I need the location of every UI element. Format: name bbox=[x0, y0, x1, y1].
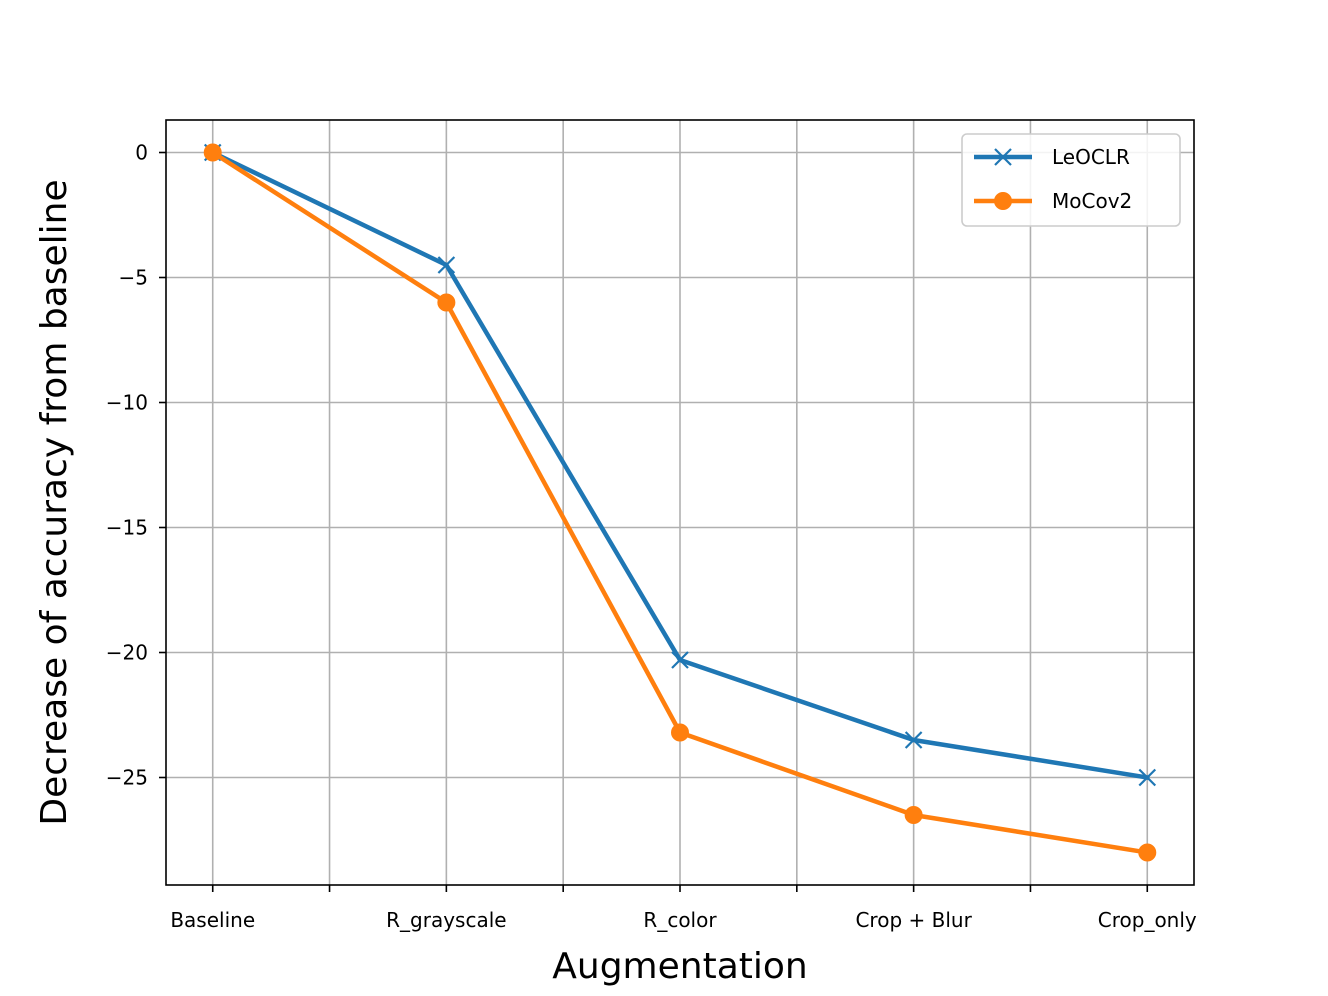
legend-label: MoCov2 bbox=[1052, 189, 1132, 213]
data-point bbox=[671, 651, 689, 669]
data-point bbox=[437, 293, 456, 312]
x-tick-label: Baseline bbox=[170, 908, 255, 932]
y-tick-label: −15 bbox=[106, 516, 148, 540]
x-tick-label: Crop_only bbox=[1098, 908, 1197, 932]
data-point bbox=[904, 731, 923, 749]
y-tick-label: −10 bbox=[106, 391, 148, 415]
legend-item: LeOCLR bbox=[974, 145, 1130, 169]
x-tick-label: R_grayscale bbox=[386, 908, 506, 932]
axis-ticks: Baseline R_grayscale R_color Crop + Blur Cro… bbox=[106, 141, 1197, 933]
y-tick-label: −20 bbox=[106, 641, 148, 665]
data-point bbox=[904, 806, 923, 824]
data-point bbox=[437, 256, 456, 274]
series-mocov2 bbox=[203, 143, 1157, 862]
data-point bbox=[671, 723, 689, 742]
x-axis-label: Augmentation bbox=[552, 946, 807, 987]
legend-marker-stroke bbox=[994, 148, 1012, 166]
data-point-stroke bbox=[437, 256, 456, 274]
data-point bbox=[203, 143, 222, 162]
y-tick-label: −25 bbox=[106, 766, 148, 790]
legend-marker bbox=[994, 148, 1012, 166]
data-point-stroke bbox=[1138, 768, 1157, 787]
data-point bbox=[1138, 843, 1157, 862]
y-tick-label: −5 bbox=[119, 266, 148, 290]
legend-label: LeOCLR bbox=[1052, 145, 1130, 169]
legend: LeOCLR MoCov2 bbox=[961, 133, 1181, 227]
data-point-stroke bbox=[671, 651, 689, 669]
series-group bbox=[203, 143, 1157, 862]
y-axis-label: Decrease of accuracy from baseline bbox=[34, 179, 75, 825]
data-point bbox=[1138, 768, 1157, 787]
y-tick-label: 0 bbox=[135, 141, 148, 165]
x-tick-label: Crop + Blur bbox=[855, 908, 972, 932]
x-tick-label: R_color bbox=[643, 908, 717, 932]
legend-item: MoCov2 bbox=[974, 189, 1132, 213]
data-point-stroke bbox=[904, 731, 923, 749]
legend-marker bbox=[994, 192, 1012, 210]
